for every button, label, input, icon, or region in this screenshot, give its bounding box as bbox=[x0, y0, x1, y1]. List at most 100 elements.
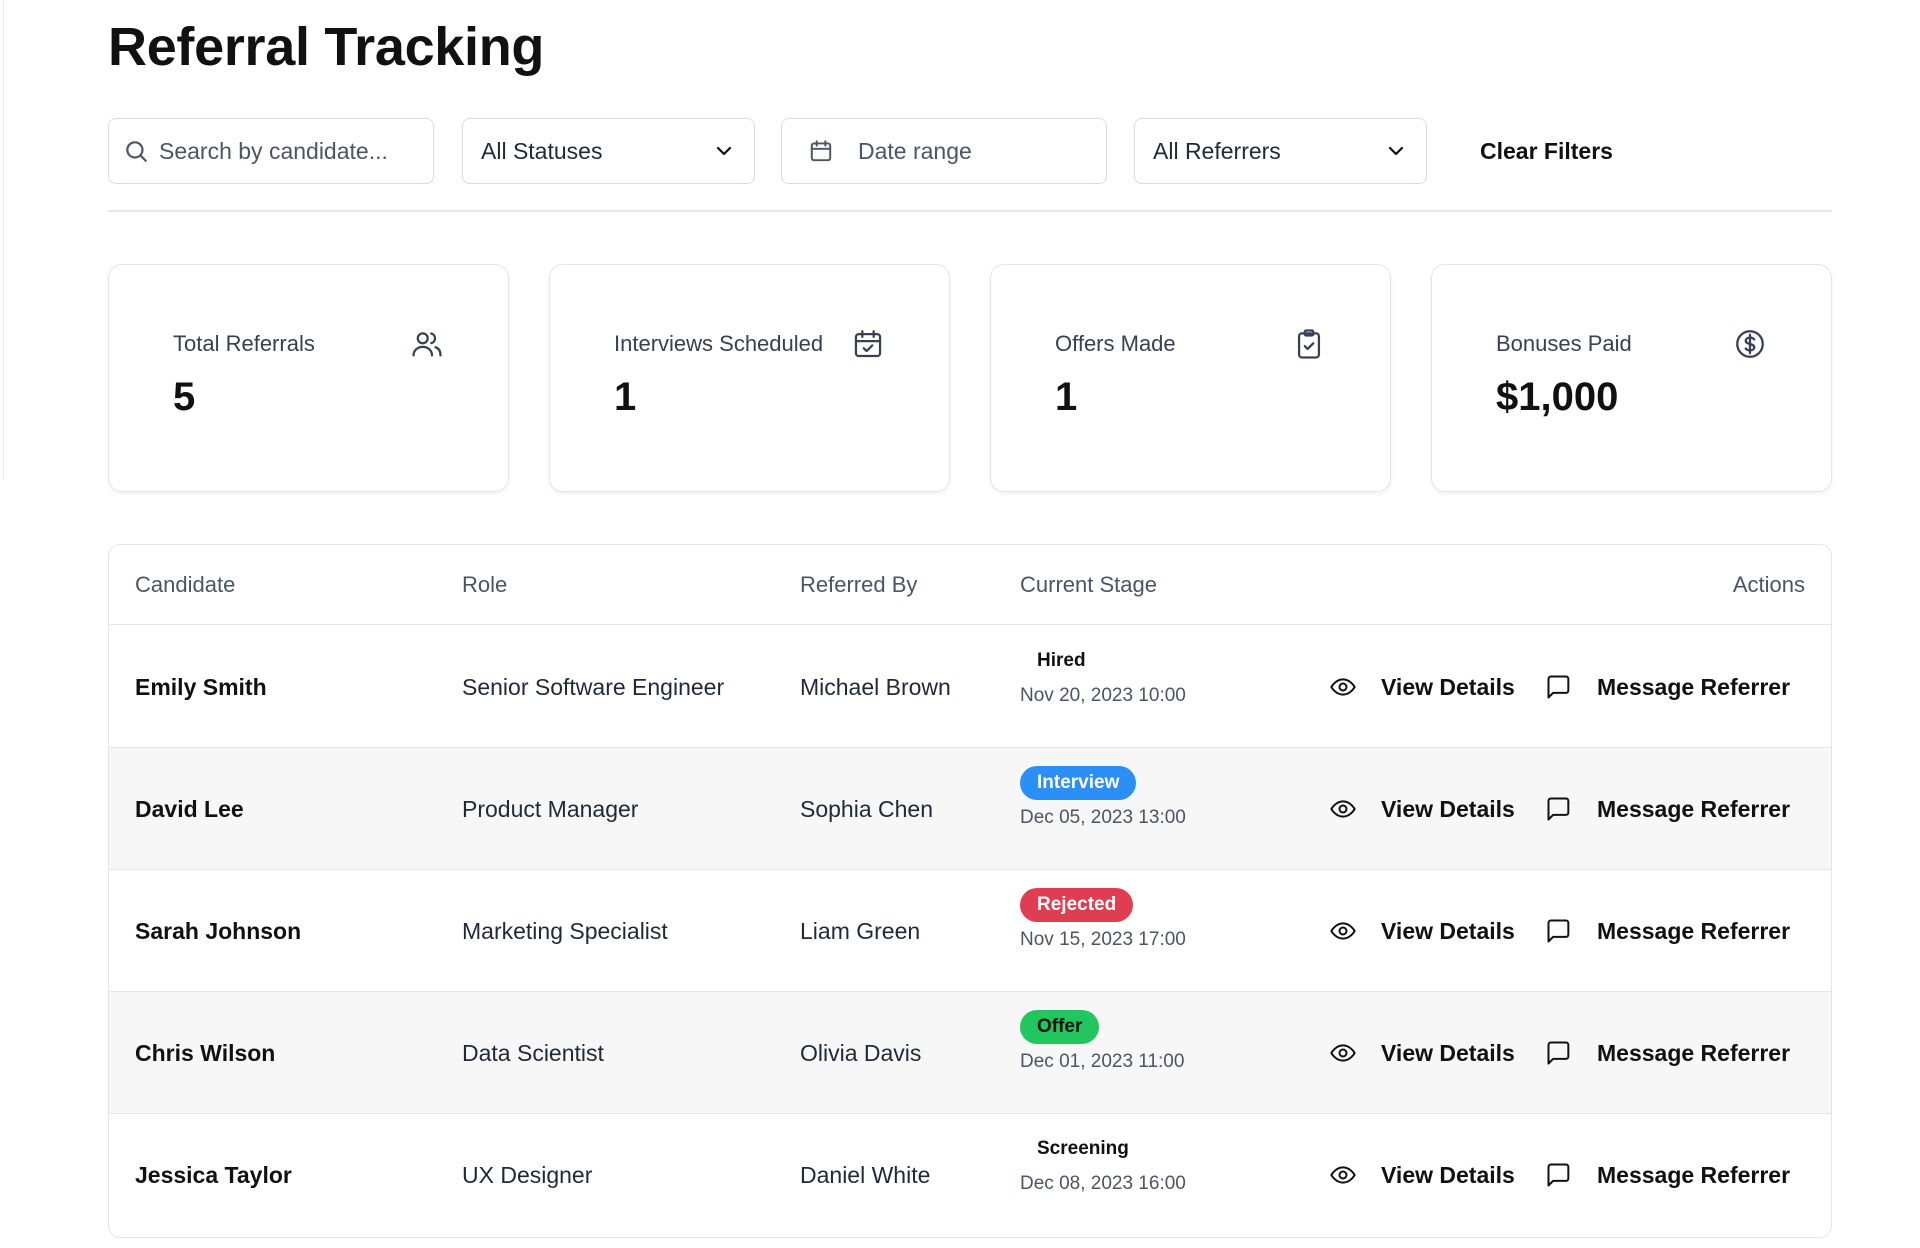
table-header: Candidate Role Referred By Current Stage… bbox=[109, 545, 1831, 625]
stat-card-offers-made: Offers Made 1 bbox=[990, 264, 1391, 492]
eye-icon bbox=[1329, 1039, 1357, 1067]
chevron-down-icon bbox=[1384, 139, 1408, 163]
stage-badge: Interview bbox=[1020, 766, 1137, 800]
eye-icon bbox=[1329, 795, 1357, 823]
stage-cell: Hired Nov 20, 2023 10:00 bbox=[1020, 644, 1280, 707]
page-title: Referral Tracking bbox=[108, 17, 545, 77]
message-referrer-label: Message Referrer bbox=[1597, 1039, 1791, 1066]
message-referrer-button[interactable]: Message Referrer bbox=[1545, 1114, 1790, 1236]
table-row: Chris Wilson Data Scientist Olivia Davis… bbox=[109, 992, 1831, 1114]
eye-icon bbox=[1329, 1161, 1357, 1189]
candidate-name: Jessica Taylor bbox=[135, 1162, 292, 1188]
view-details-button[interactable]: View Details bbox=[1329, 1114, 1515, 1236]
table-row: Emily Smith Senior Software Engineer Mic… bbox=[109, 626, 1831, 748]
message-referrer-button[interactable]: Message Referrer bbox=[1545, 992, 1790, 1114]
filter-divider bbox=[108, 210, 1832, 212]
message-referrer-label: Message Referrer bbox=[1597, 795, 1791, 822]
status-select[interactable]: All Statuses bbox=[462, 118, 755, 184]
stage-timestamp: Dec 05, 2023 13:00 bbox=[1020, 807, 1186, 828]
view-details-label: View Details bbox=[1381, 1039, 1515, 1066]
candidate-role: Marketing Specialist bbox=[462, 918, 668, 944]
candidate-name: Chris Wilson bbox=[135, 1040, 276, 1066]
candidate-role: Data Scientist bbox=[462, 1040, 604, 1066]
clipboard-check-icon bbox=[1292, 327, 1326, 361]
view-details-button[interactable]: View Details bbox=[1329, 992, 1515, 1114]
stat-label: Offers Made bbox=[1055, 331, 1176, 356]
referrer-select[interactable]: All Referrers bbox=[1134, 118, 1427, 184]
eye-icon bbox=[1329, 917, 1357, 945]
referrer-name: Michael Brown bbox=[800, 674, 951, 700]
referrer-name: Olivia Davis bbox=[800, 1040, 922, 1066]
stat-value: 1 bbox=[1055, 375, 1078, 419]
calendar-icon bbox=[808, 138, 834, 164]
stat-value: $1,000 bbox=[1496, 375, 1619, 419]
stage-badge: Offer bbox=[1020, 1010, 1100, 1044]
table-row: David Lee Product Manager Sophia Chen In… bbox=[109, 748, 1831, 870]
stat-label: Bonuses Paid bbox=[1496, 331, 1632, 356]
view-details-button[interactable]: View Details bbox=[1329, 626, 1515, 748]
date-range-picker[interactable]: Date range bbox=[781, 118, 1107, 184]
candidate-name: Sarah Johnson bbox=[135, 918, 302, 944]
search-icon bbox=[123, 138, 149, 164]
view-details-button[interactable]: View Details bbox=[1329, 870, 1515, 992]
stage-cell: Offer Dec 01, 2023 11:00 bbox=[1020, 1010, 1280, 1073]
referrer-name: Liam Green bbox=[800, 918, 921, 944]
column-header-current-stage: Current Stage bbox=[1020, 572, 1157, 597]
view-details-label: View Details bbox=[1381, 1161, 1515, 1188]
dollar-circle-icon bbox=[1733, 327, 1767, 361]
stage-timestamp: Nov 15, 2023 17:00 bbox=[1020, 929, 1186, 950]
left-panel-edge bbox=[3, 0, 4, 480]
referrer-name: Daniel White bbox=[800, 1162, 931, 1188]
view-details-button[interactable]: View Details bbox=[1329, 748, 1515, 870]
column-header-candidate: Candidate bbox=[135, 572, 236, 597]
stage-cell: Interview Dec 05, 2023 13:00 bbox=[1020, 766, 1280, 829]
candidate-role: UX Designer bbox=[462, 1162, 593, 1188]
calendar-check-icon bbox=[851, 327, 885, 361]
search-input[interactable]: Search by candidate... bbox=[108, 118, 434, 184]
stat-card-interviews-scheduled: Interviews Scheduled 1 bbox=[549, 264, 950, 492]
clear-filters-button[interactable]: Clear Filters bbox=[1480, 118, 1613, 184]
view-details-label: View Details bbox=[1381, 673, 1515, 700]
candidate-role: Senior Software Engineer bbox=[462, 674, 725, 700]
stage-timestamp: Dec 01, 2023 11:00 bbox=[1020, 1051, 1185, 1072]
eye-icon bbox=[1329, 673, 1357, 701]
column-header-role: Role bbox=[462, 572, 508, 597]
filter-bar: Search by candidate... All Statuses Date… bbox=[108, 118, 1832, 184]
message-referrer-button[interactable]: Message Referrer bbox=[1545, 748, 1790, 870]
status-select-value: All Statuses bbox=[481, 137, 603, 164]
users-icon bbox=[410, 327, 444, 361]
table-row: Sarah Johnson Marketing Specialist Liam … bbox=[109, 870, 1831, 992]
message-referrer-label: Message Referrer bbox=[1597, 673, 1791, 700]
stat-label: Total Referrals bbox=[173, 331, 315, 356]
message-square-icon bbox=[1545, 1161, 1573, 1189]
referrer-select-value: All Referrers bbox=[1153, 137, 1281, 164]
stage-cell: Screening Dec 08, 2023 16:00 bbox=[1020, 1132, 1280, 1195]
column-header-referred-by: Referred By bbox=[800, 572, 918, 597]
search-placeholder: Search by candidate... bbox=[159, 137, 388, 164]
stat-label: Interviews Scheduled bbox=[614, 331, 824, 356]
message-square-icon bbox=[1545, 917, 1573, 945]
message-square-icon bbox=[1545, 795, 1573, 823]
candidate-name: Emily Smith bbox=[135, 674, 267, 700]
candidate-role: Product Manager bbox=[462, 796, 639, 822]
message-referrer-label: Message Referrer bbox=[1597, 917, 1791, 944]
view-details-label: View Details bbox=[1381, 917, 1515, 944]
referrals-table: Candidate Role Referred By Current Stage… bbox=[108, 544, 1832, 1238]
stage-badge: Hired bbox=[1037, 650, 1086, 671]
message-square-icon bbox=[1545, 1039, 1573, 1067]
stat-value: 1 bbox=[614, 375, 637, 419]
date-range-placeholder: Date range bbox=[858, 137, 972, 164]
stat-card-total-referrals: Total Referrals 5 bbox=[108, 264, 509, 492]
chevron-down-icon bbox=[712, 139, 736, 163]
stage-badge: Screening bbox=[1037, 1138, 1129, 1159]
view-details-label: View Details bbox=[1381, 795, 1515, 822]
candidate-name: David Lee bbox=[135, 796, 244, 822]
stage-timestamp: Dec 08, 2023 16:00 bbox=[1020, 1173, 1186, 1194]
stage-cell: Rejected Nov 15, 2023 17:00 bbox=[1020, 888, 1280, 951]
message-referrer-label: Message Referrer bbox=[1597, 1161, 1791, 1188]
message-referrer-button[interactable]: Message Referrer bbox=[1545, 870, 1790, 992]
stat-value: 5 bbox=[173, 375, 196, 419]
message-square-icon bbox=[1545, 673, 1573, 701]
message-referrer-button[interactable]: Message Referrer bbox=[1545, 626, 1790, 748]
referrer-name: Sophia Chen bbox=[800, 796, 933, 822]
